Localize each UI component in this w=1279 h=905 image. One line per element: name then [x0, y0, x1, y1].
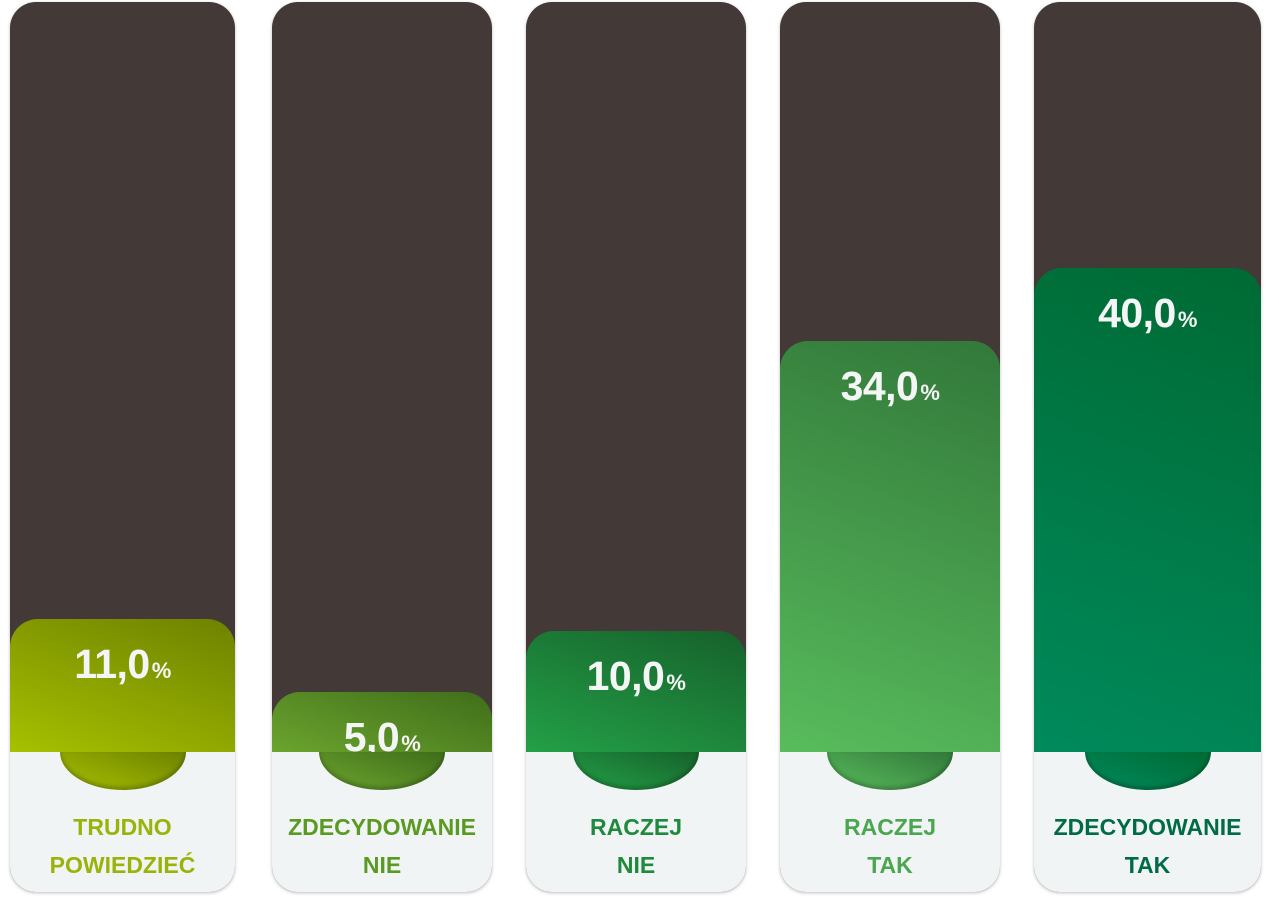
- category-panel: TRUDNO POWIEDZIEĆ: [10, 752, 235, 892]
- category-label-line: NIE: [616, 852, 656, 878]
- value-unit: %: [401, 730, 421, 756]
- category-label-line: ZDECYDOWANIE: [1053, 814, 1242, 840]
- category-label-line: POWIEDZIEĆ: [49, 852, 196, 878]
- category-panel: RACZEJ NIE: [526, 752, 746, 892]
- bar-column: 34,0% RACZEJ TAK: [780, 2, 1000, 892]
- category-label-line: RACZEJ: [589, 814, 682, 840]
- category-label-line: RACZEJ: [843, 814, 936, 840]
- value-unit: %: [151, 657, 172, 683]
- bar-column: 40,0% ZDECYDOWANIE TAK: [1034, 2, 1261, 892]
- bar-tab: [573, 752, 699, 790]
- value-unit: %: [666, 670, 686, 695]
- value-number: 11,0: [74, 640, 150, 687]
- value-number: 40,0: [1098, 290, 1176, 336]
- data-label: 40,0%: [1034, 290, 1261, 337]
- data-label: 5,0%: [272, 714, 492, 761]
- value-number: 5,0: [343, 713, 400, 760]
- category-label-line: NIE: [362, 852, 402, 878]
- category-panel: RACZEJ TAK: [780, 752, 1000, 892]
- bar: 40,0%: [1034, 268, 1261, 752]
- category-label: RACZEJ NIE: [526, 808, 746, 884]
- data-label: 34,0%: [780, 363, 1000, 410]
- bar: 34,0%: [780, 340, 1000, 752]
- data-label: 10,0%: [526, 653, 746, 700]
- category-panel: ZDECYDOWANIE TAK: [1034, 752, 1261, 892]
- category-label: ZDECYDOWANIE TAK: [1034, 808, 1261, 884]
- category-panel: ZDECYDOWANIE NIE: [272, 752, 492, 892]
- value-number: 10,0: [586, 653, 665, 699]
- bar: 11,0%: [10, 618, 235, 752]
- bar-column: 11,0% TRUDNO POWIEDZIEĆ: [10, 2, 235, 892]
- bar-tab: [59, 752, 186, 790]
- bar-tab: [827, 752, 953, 790]
- category-label-line: TAK: [867, 852, 913, 878]
- bar-column: 5,0% ZDECYDOWANIE NIE: [272, 2, 492, 892]
- category-label-line: ZDECYDOWANIE: [288, 814, 476, 840]
- category-label-line: TAK: [1124, 852, 1171, 878]
- category-label: RACZEJ TAK: [780, 808, 1000, 884]
- bar-tab: [1084, 752, 1211, 790]
- value-unit: %: [1177, 307, 1198, 332]
- bar: 10,0%: [526, 631, 746, 752]
- category-label: ZDECYDOWANIE NIE: [272, 808, 492, 884]
- category-label-line: TRUDNO: [73, 814, 172, 840]
- value-unit: %: [920, 379, 940, 405]
- category-label: TRUDNO POWIEDZIEĆ: [10, 808, 235, 884]
- data-label: 11,0%: [10, 641, 235, 688]
- value-number: 34,0: [840, 362, 919, 409]
- bar-tab: [319, 752, 445, 790]
- bar-column: 10,0% RACZEJ NIE: [526, 2, 746, 892]
- bar: 5,0%: [272, 691, 492, 760]
